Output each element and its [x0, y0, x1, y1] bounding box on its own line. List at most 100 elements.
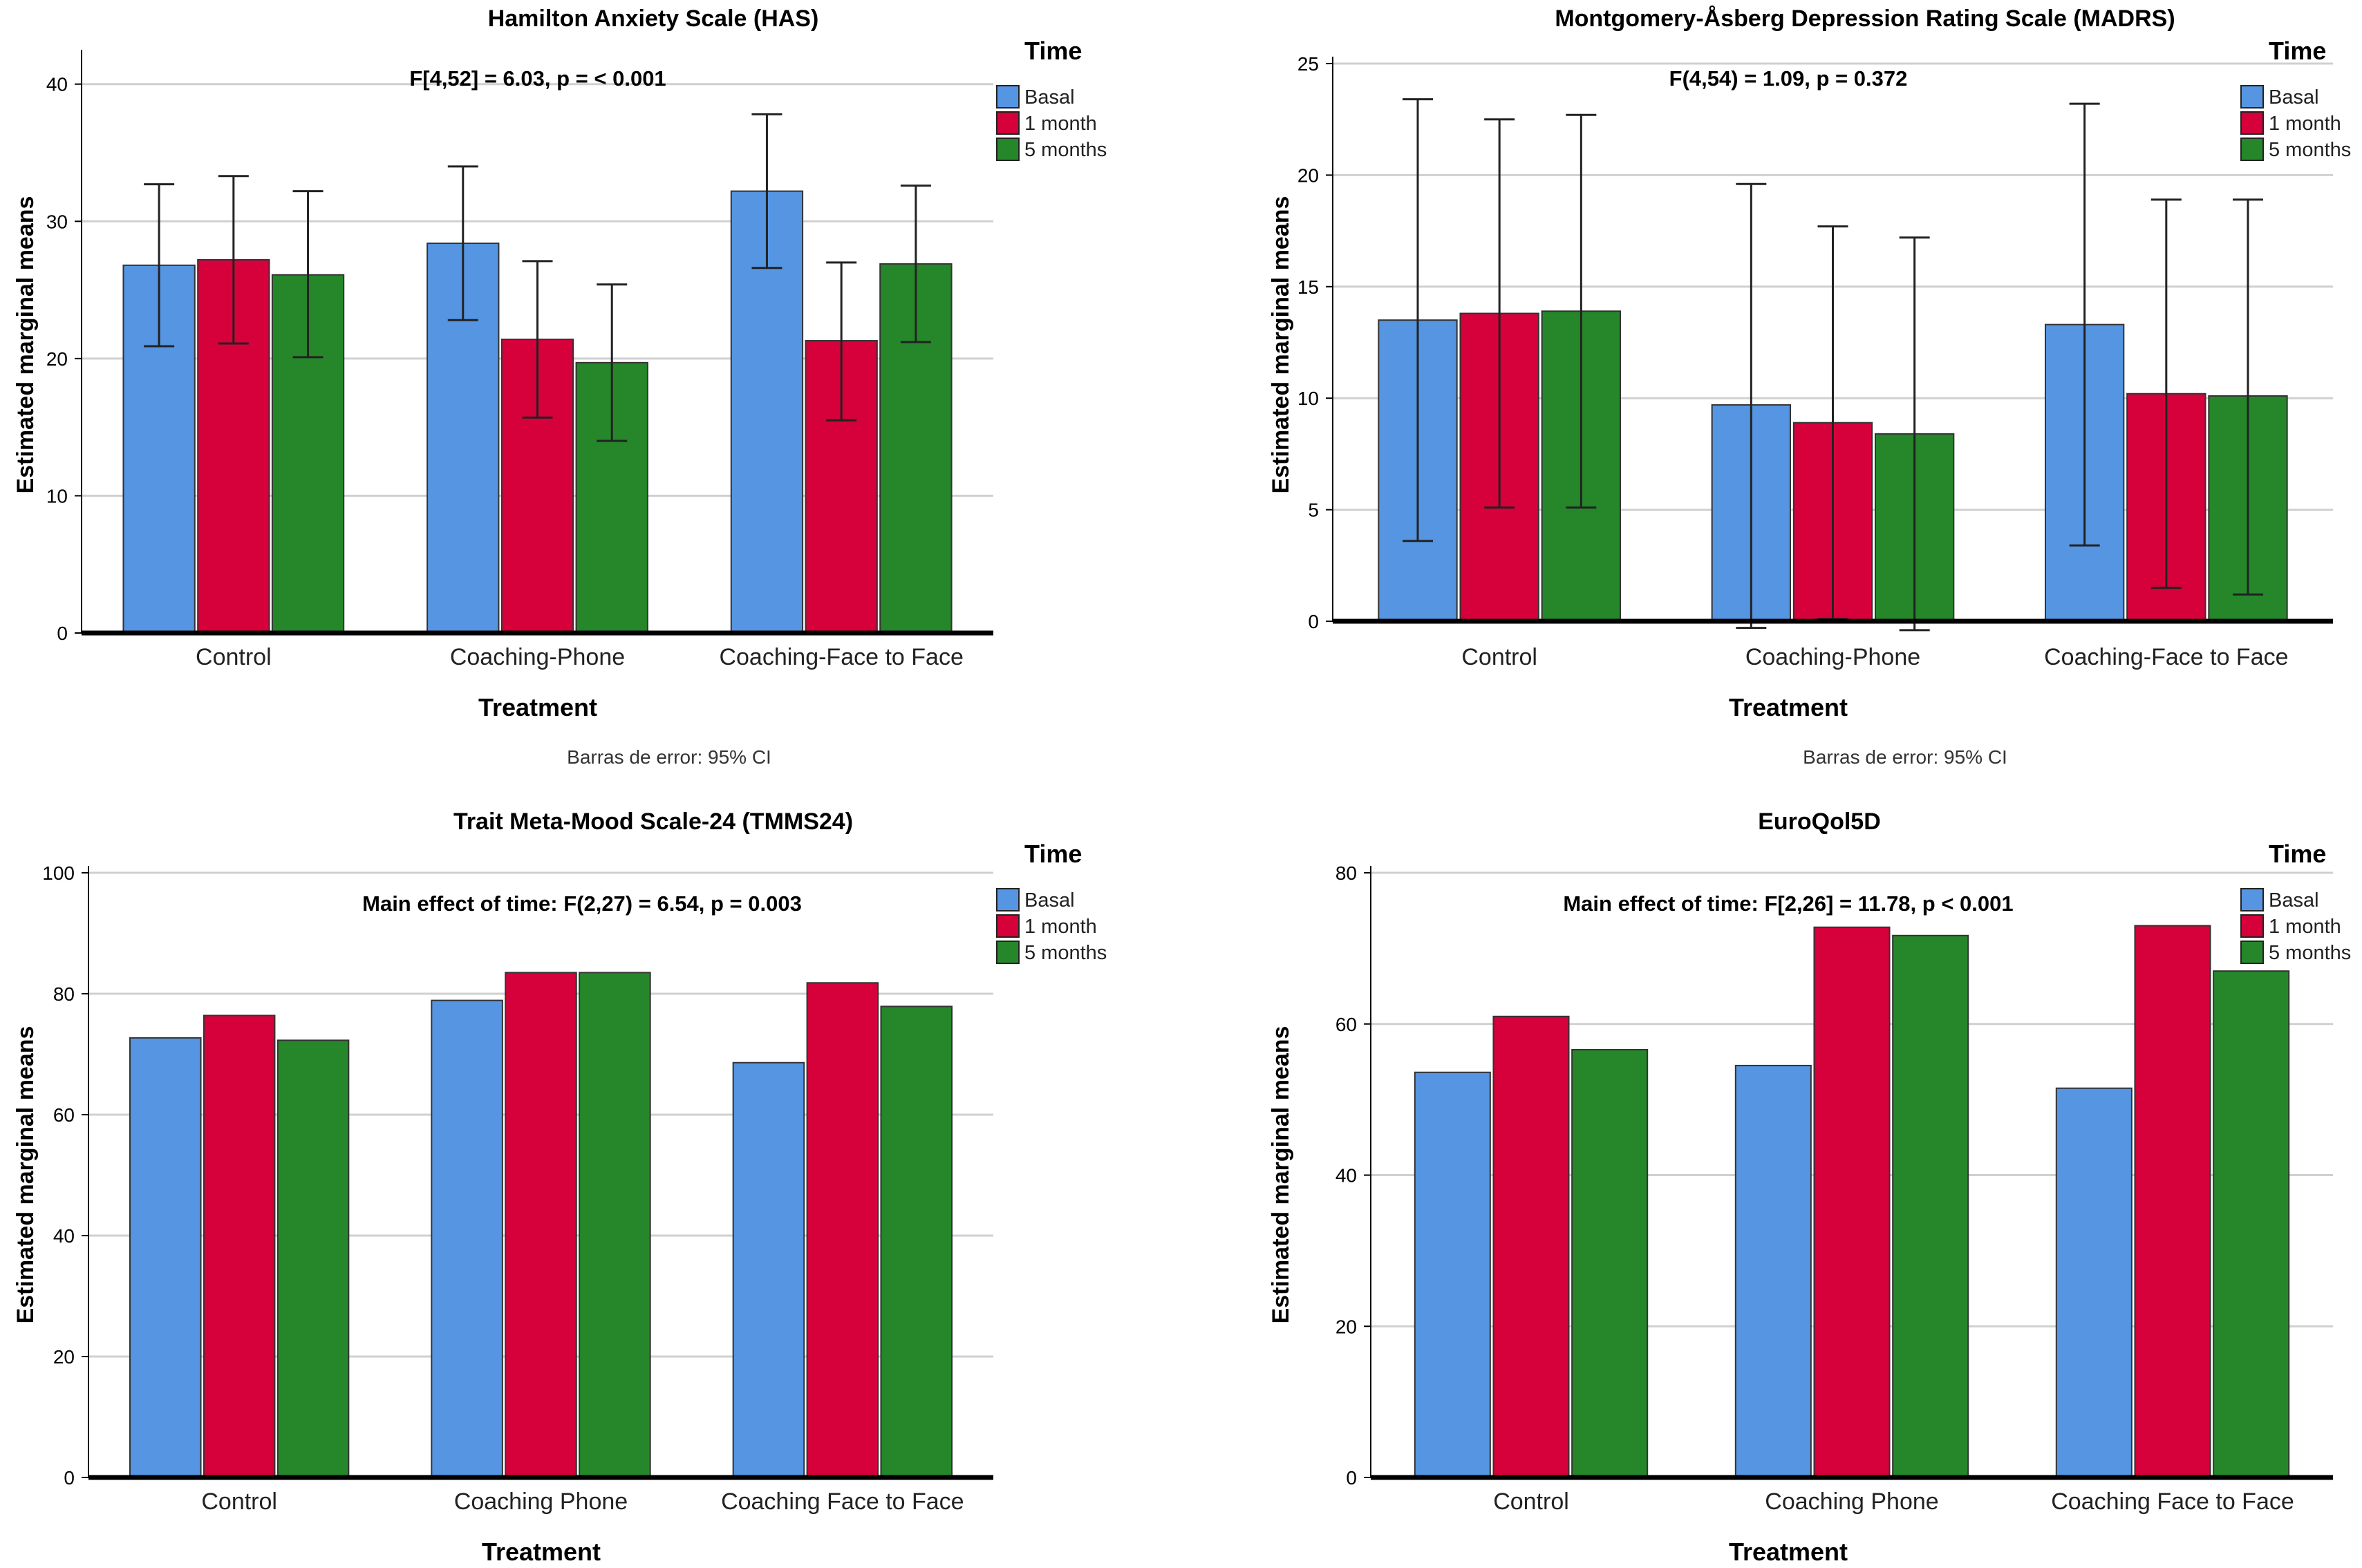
chart4-category-label: Coaching Face to Face [2051, 1489, 2294, 1515]
chart4-category-label: Coaching Phone [1765, 1489, 1938, 1515]
chart4-bar [1492, 1015, 1570, 1478]
chart2-category-label: Control [1461, 644, 1537, 670]
chart1-footnote: Barras de error: 95% CI [567, 746, 771, 768]
chart4-y-tick-label: 80 [1335, 862, 1357, 884]
chart4-annotation: Main effect of time: F[2,26] = 11.78, p … [1563, 891, 2013, 916]
chart2-title: Montgomery-Åsberg Depression Rating Scal… [1555, 6, 2175, 32]
chart3-bar [579, 972, 651, 1478]
chart4-legend-swatch [2240, 888, 2264, 911]
chart1-category-label: Control [196, 644, 272, 670]
chart2-legend-swatch [2240, 138, 2264, 161]
chart1-y-tick-label: 40 [46, 74, 68, 95]
chart3-legend-title: Time [1024, 840, 1082, 868]
chart1-y-tick-label: 20 [46, 348, 68, 370]
chart2-y-tick-label: 5 [1308, 500, 1319, 521]
chart2-category-label: Coaching-Face to Face [2044, 644, 2288, 670]
chart2-y-axis-label: Estimated marginal means [1268, 196, 1294, 494]
chart3-bar [129, 1037, 202, 1478]
chart4-bar [1414, 1071, 1491, 1478]
chart3-title: Trait Meta-Mood Scale-24 (TMMS24) [453, 809, 853, 835]
chart4-y-tick-label: 60 [1335, 1014, 1357, 1035]
chart4-title: EuroQol5D [1758, 809, 1881, 835]
chart1-legend-swatch [996, 138, 1020, 161]
chart3-legend-swatch [996, 888, 1020, 911]
chart4-y-tick-label: 20 [1335, 1316, 1357, 1337]
chart1-y-tick-label: 0 [57, 623, 68, 644]
chart3-bar [276, 1039, 350, 1478]
chart3-bar [203, 1014, 276, 1478]
chart1-category-label: Coaching-Phone [450, 644, 625, 670]
chart3-legend-label: 5 months [1024, 942, 1107, 964]
chart3-legend-label: 1 month [1024, 916, 1097, 938]
chart3-x-axis-label: Treatment [482, 1538, 601, 1565]
chart3-y-tick-label: 40 [53, 1225, 75, 1247]
chart4-legend-label: 1 month [2269, 916, 2341, 938]
chart3-category-label: Control [201, 1489, 277, 1515]
chart3-legend-swatch [996, 941, 1020, 964]
chart3-y-tick-label: 20 [53, 1346, 75, 1368]
chart3-bar [431, 999, 503, 1478]
chart1-legend-swatch [996, 111, 1020, 135]
chart1-category-label: Coaching-Face to Face [719, 644, 963, 670]
chart2-y-tick-label: 0 [1308, 611, 1319, 632]
chart2-legend-label: 1 month [2269, 113, 2341, 135]
chart4-bar [1571, 1048, 1649, 1478]
chart2-legend-label: Basal [2269, 86, 2319, 108]
chart3-bar [732, 1061, 805, 1478]
chart4-legend-title: Time [2269, 840, 2326, 868]
chart4-y-tick-label: 40 [1335, 1165, 1357, 1187]
chart2-y-tick-label: 25 [1297, 53, 1319, 75]
chart2-y-tick-label: 10 [1297, 388, 1319, 409]
chart1-legend-label: Basal [1024, 86, 1075, 108]
chart3-legend-swatch [996, 914, 1020, 938]
chart2-x-axis-label: Treatment [1729, 693, 1848, 721]
chart4-legend-label: 5 months [2269, 942, 2351, 964]
chart1-annotation: F[4,52] = 6.03, p = < 0.001 [409, 66, 666, 91]
chart2-legend-label: 5 months [2269, 139, 2351, 161]
chart1-title: Hamilton Anxiety Scale (HAS) [488, 6, 819, 32]
chart1-legend-title: Time [1024, 37, 1082, 65]
chart3-y-tick-label: 100 [42, 862, 75, 884]
chart2-legend-title: Time [2269, 37, 2326, 65]
chart1-y-axis-label: Estimated marginal means [12, 196, 39, 494]
chart4-bar [1892, 934, 1969, 1478]
chart2-y-tick-label: 20 [1297, 164, 1319, 186]
chart4-category-label: Control [1493, 1489, 1569, 1515]
chart3-legend-label: Basal [1024, 889, 1075, 911]
chart3-y-axis-label: Estimated marginal means [12, 1026, 39, 1324]
chart3-bar [806, 982, 879, 1478]
chart3-y-tick-label: 60 [53, 1104, 75, 1126]
chart4-bar [1813, 926, 1891, 1478]
chart4-legend-swatch [2240, 941, 2264, 964]
chart2-legend-swatch [2240, 111, 2264, 135]
chart1-y-tick-label: 30 [46, 211, 68, 232]
chart2-annotation: F(4,54) = 1.09, p = 0.372 [1669, 66, 1908, 91]
chart2-legend-swatch [2240, 85, 2264, 108]
chart4-bar [2213, 970, 2290, 1478]
chart4-y-tick-label: 0 [1346, 1467, 1357, 1489]
chart4-legend-label: Basal [2269, 889, 2319, 911]
chart4-bar [2055, 1087, 2133, 1478]
chart2-footnote: Barras de error: 95% CI [1803, 746, 2007, 768]
chart2-y-tick-label: 15 [1297, 276, 1319, 298]
chart3-y-tick-label: 80 [53, 983, 75, 1005]
chart1-legend-swatch [996, 85, 1020, 108]
chart3-category-label: Coaching Phone [454, 1489, 628, 1515]
chart4-x-axis-label: Treatment [1729, 1538, 1848, 1565]
chart3-bar [880, 1005, 953, 1478]
chart1-y-tick-label: 10 [46, 485, 68, 507]
chart3-annotation: Main effect of time: F(2,27) = 6.54, p =… [362, 891, 802, 916]
chart1-legend-label: 5 months [1024, 139, 1107, 161]
chart4-bar [2134, 925, 2211, 1478]
chart2-category-label: Coaching-Phone [1745, 644, 1920, 670]
chart3-bar [505, 972, 577, 1478]
chart3-y-tick-label: 0 [64, 1467, 75, 1489]
chart1-legend-label: 1 month [1024, 113, 1097, 135]
chart3-category-label: Coaching Face to Face [721, 1489, 964, 1515]
chart4-bar [1734, 1064, 1812, 1478]
chart4-y-axis-label: Estimated marginal means [1268, 1026, 1294, 1324]
chart4-legend-swatch [2240, 914, 2264, 938]
chart1-x-axis-label: Treatment [478, 693, 597, 721]
